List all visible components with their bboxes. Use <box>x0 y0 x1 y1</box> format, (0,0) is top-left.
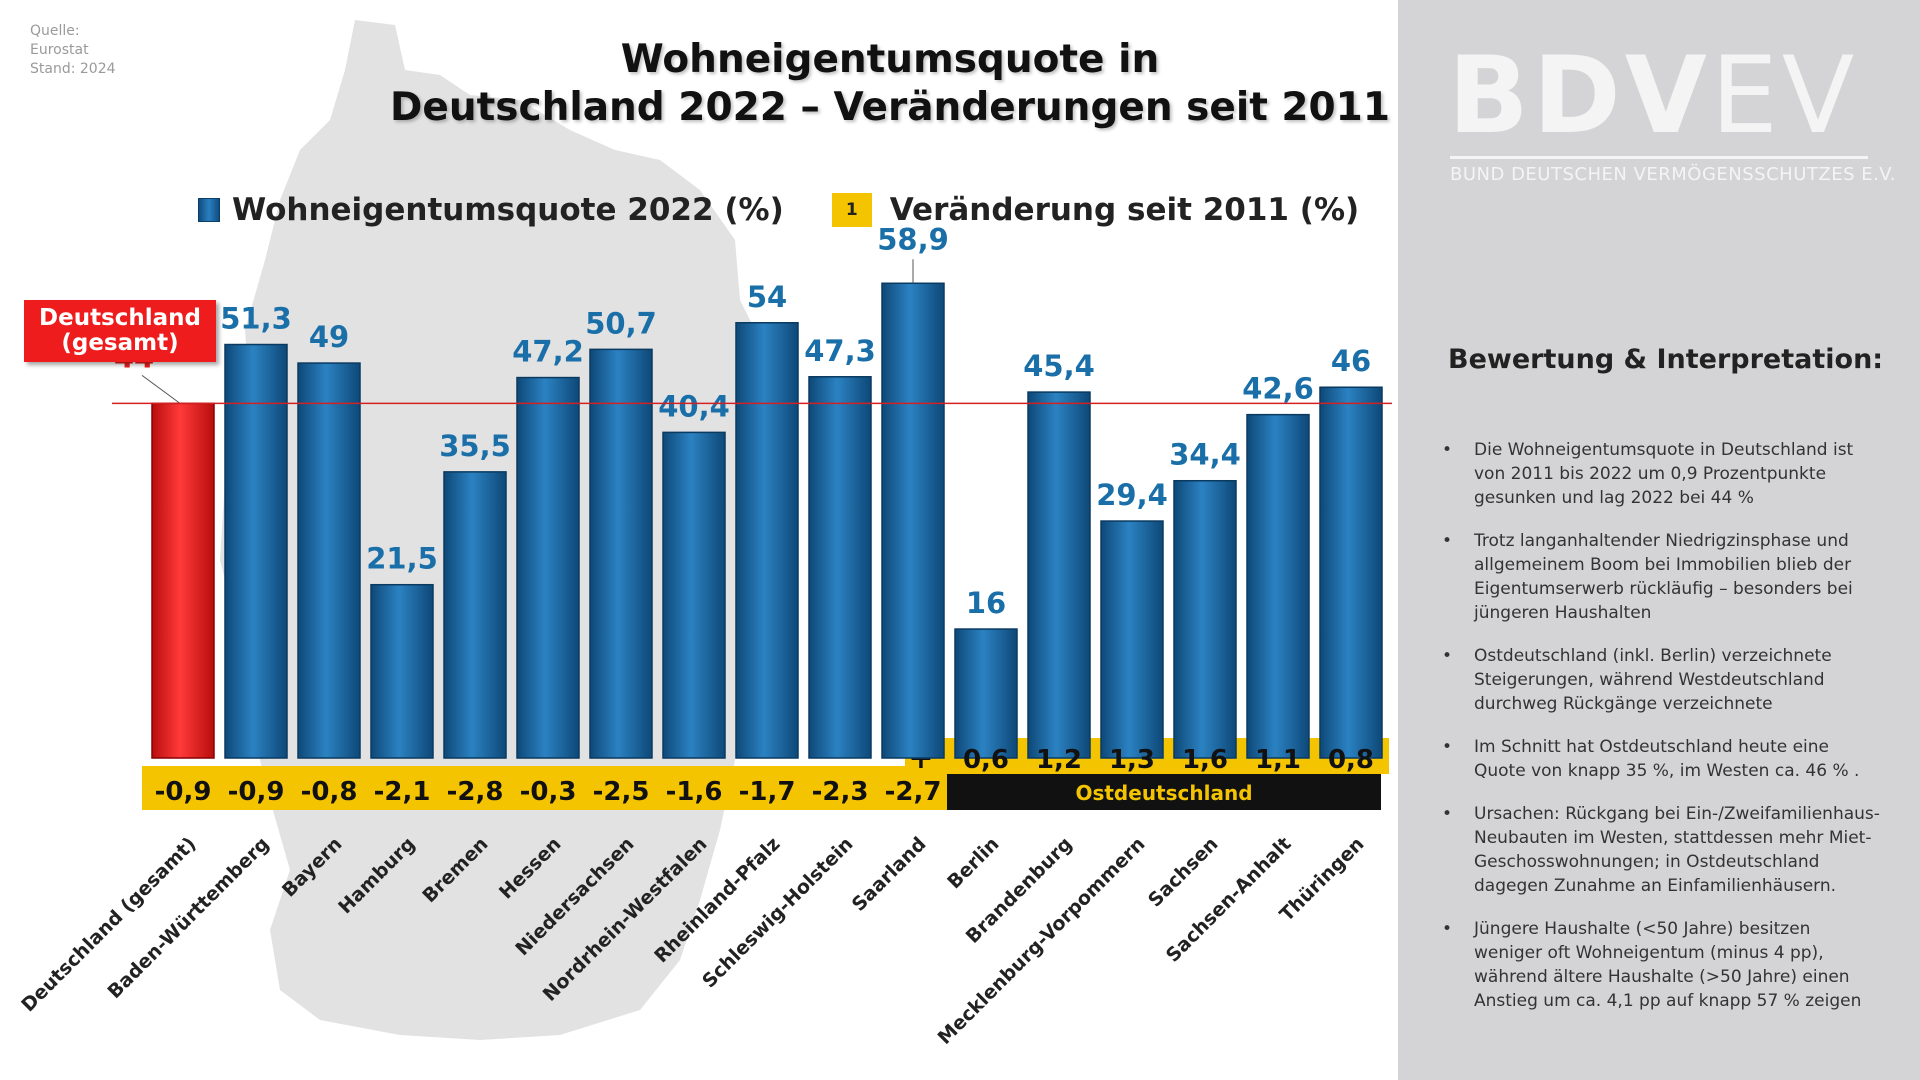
bar-germany-total <box>151 402 215 759</box>
value-label: 45,4 <box>1023 349 1095 383</box>
value-label: 21,5 <box>366 542 438 576</box>
germany-callout-line2: (gesamt) <box>61 330 179 356</box>
change-label: -2,3 <box>812 777 869 807</box>
source-name: Eurostat <box>30 42 89 58</box>
bar <box>735 322 799 759</box>
source-note: Quelle: Eurostat Stand: 2024 <box>30 22 116 79</box>
category-label: Hamburg <box>334 833 419 918</box>
legend-yellow-swatch: 1 <box>831 193 872 227</box>
interpretation-bullet: Jüngere Haushalte (<50 Jahre) besitzen w… <box>1438 917 1883 1013</box>
category-label: Bayern <box>278 833 347 902</box>
legend-change-label: Veränderung seit 2011 (%) <box>889 192 1360 228</box>
bar <box>370 583 434 759</box>
logo-thin: EV <box>1710 34 1859 157</box>
change-label: -0,9 <box>155 777 212 807</box>
change-label: -0,3 <box>520 777 577 807</box>
bar <box>1173 479 1237 759</box>
bar <box>954 628 1018 759</box>
logo-bold: BDV <box>1448 34 1711 157</box>
legend-blue-swatch <box>198 198 220 222</box>
value-label: 29,4 <box>1096 478 1168 512</box>
category-label: Sachsen <box>1144 833 1223 912</box>
east-germany-label: Ostdeutschland <box>1075 781 1252 805</box>
category-label: Saarland <box>848 833 931 916</box>
interpretation-bullet: Die Wohneigentumsquote in Deutschland is… <box>1438 438 1883 510</box>
source-date: Stand: 2024 <box>30 61 116 77</box>
category-label: Rheinland-Pfalz <box>650 833 784 967</box>
value-label: 47,2 <box>512 335 584 369</box>
bdvev-logo: BDVEV <box>1448 40 1858 152</box>
value-label: 16 <box>966 586 1006 620</box>
bar <box>1246 413 1310 759</box>
change-strip-west <box>142 766 947 810</box>
legend-series-label: Wohneigentumsquote 2022 (%) <box>232 192 784 228</box>
germany-callout-line1: Deutschland <box>39 305 201 331</box>
change-label: -1,7 <box>739 777 796 807</box>
change-label: -2,5 <box>593 777 650 807</box>
bar <box>589 348 653 759</box>
value-label: 35,5 <box>439 429 511 463</box>
category-label: Sachsen-Anhalt <box>1162 833 1296 967</box>
bar <box>516 376 580 759</box>
value-label: 34,4 <box>1169 438 1241 472</box>
interpretation-list: Die Wohneigentumsquote in Deutschland is… <box>1438 438 1883 1032</box>
logo-divider <box>1450 156 1868 159</box>
logo-subtitle: BUND DEUTSCHEN VERMÖGENSSCHUTZES E.V. <box>1450 164 1897 185</box>
interpretation-bullet: Ursachen: Rückgang bei Ein-/Zweifamilien… <box>1438 802 1883 898</box>
change-label: 1,3 <box>1109 745 1155 775</box>
value-label: 54 <box>747 280 787 314</box>
legend: Wohneigentumsquote 2022 (%) 1 Veränderun… <box>198 188 1359 232</box>
change-label: 0,6 <box>963 745 1009 775</box>
chart-title-line2: Deutschland 2022 – Veränderungen seit 20… <box>390 85 1390 130</box>
interpretation-bullet: Im Schnitt hat Ostdeutschland heute eine… <box>1438 735 1883 783</box>
chart-title-line1: Wohneigentumsquote in <box>620 37 1160 82</box>
value-label: 46 <box>1331 344 1371 378</box>
interpretation-panel: BDVEV BUND DEUTSCHEN VERMÖGENSSCHUTZES E… <box>1398 0 1920 1080</box>
interpretation-bullet: Ostdeutschland (inkl. Berlin) verzeichne… <box>1438 644 1883 716</box>
change-label: -2,8 <box>447 777 504 807</box>
category-label: Berlin <box>943 833 1003 893</box>
bar <box>297 362 361 759</box>
bar <box>1100 520 1164 759</box>
germany-total-callout: Deutschland (gesamt) <box>24 300 216 362</box>
bar <box>808 376 872 759</box>
value-label: 40,4 <box>658 389 730 423</box>
bar <box>662 431 726 759</box>
change-label: -1,6 <box>666 777 723 807</box>
change-label: -2,1 <box>374 777 431 807</box>
value-label: 49 <box>309 320 349 354</box>
source-label: Quelle: <box>30 23 80 39</box>
change-label: 1,1 <box>1255 745 1301 775</box>
change-label: -0,9 <box>228 777 285 807</box>
value-label: 47,3 <box>804 334 876 368</box>
interpretation-heading: Bewertung & Interpretation: <box>1448 344 1884 375</box>
value-label: 50,7 <box>585 306 657 340</box>
change-label: -0,8 <box>301 777 358 807</box>
chart-title: Wohneigentumsquote in Deutschland 2022 –… <box>380 36 1400 132</box>
change-label: 1,6 <box>1182 745 1228 775</box>
bar <box>1319 386 1383 759</box>
value-label: 42,6 <box>1242 372 1314 406</box>
change-label: 1,2 <box>1036 745 1082 775</box>
value-label: 51,3 <box>220 302 292 336</box>
change-label: 0,8 <box>1328 745 1374 775</box>
bar <box>881 282 945 759</box>
bar <box>1027 391 1091 759</box>
leader-line-germany <box>141 374 181 404</box>
category-label: Schleswig-Holstein <box>698 833 857 992</box>
change-label: -2,7 <box>885 777 942 807</box>
interpretation-bullet: Trotz langanhaltender Niedrigzinsphase u… <box>1438 529 1883 625</box>
bar <box>443 471 507 759</box>
category-label: Bremen <box>418 833 492 907</box>
east-label-bar <box>947 774 1381 810</box>
value-label: 58,9 <box>877 222 949 256</box>
category-label: Hessen <box>495 833 566 904</box>
bar <box>224 343 288 759</box>
